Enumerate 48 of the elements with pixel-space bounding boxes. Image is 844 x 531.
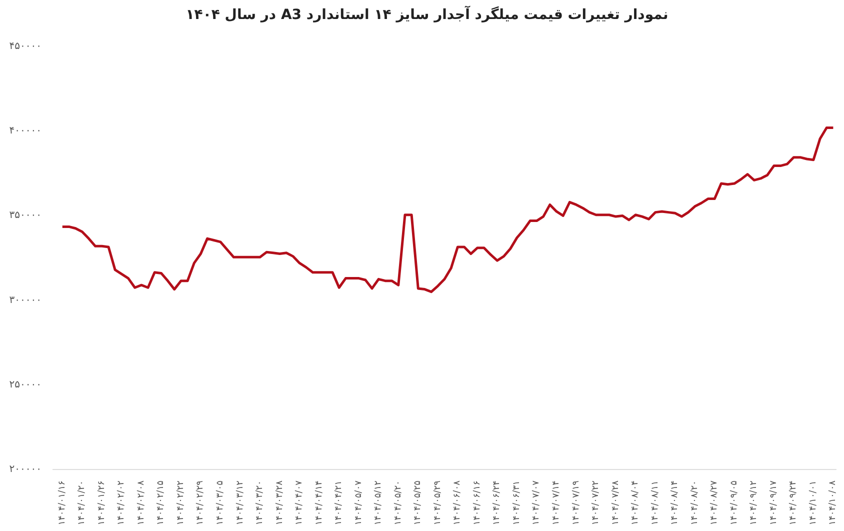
x-tick-label: ۱۴۰۴/۰۵/۲۰ bbox=[393, 480, 404, 526]
x-tick-label: ۱۴۰۴/۰۳/۱۲ bbox=[235, 480, 246, 526]
x-tick-label: ۱۴۰۴/۰۸/۱۴ bbox=[670, 480, 680, 526]
x-tick-label: ۱۴۰۴/۰۸/۰۴ bbox=[630, 480, 641, 526]
x-tick-label: ۱۴۰۴/۰۸/۲۷ bbox=[710, 480, 720, 526]
y-tick-label: ۴۰۰۰۰۰ bbox=[9, 126, 42, 137]
x-tick-label: ۱۴۰۴/۰۲/۲۲ bbox=[176, 480, 186, 526]
x-tick-label: ۱۴۰۴/۰۹/۱۷ bbox=[768, 480, 779, 526]
y-tick-label: ۴۵۰۰۰۰ bbox=[9, 41, 42, 52]
x-tick-label: ۱۴۰۴/۰۸/۱۱ bbox=[650, 480, 660, 526]
x-tick-label: ۱۴۰۴/۰۷/۲۸ bbox=[610, 480, 621, 526]
x-tick-label: ۱۴۰۴/۰۹/۰۵ bbox=[729, 480, 740, 526]
x-tick-label: ۱۴۰۴/۰۹/۱۲ bbox=[749, 480, 760, 526]
y-tick-label: ۳۵۰۰۰۰ bbox=[9, 210, 42, 222]
x-tick-label: ۱۴۰۴/۰۵/۰۷ bbox=[354, 480, 364, 526]
x-tick-label: ۱۴۰۴/۰۱/۱۶ bbox=[57, 480, 68, 526]
x-tick-label: ۱۴۰۴/۰۳/۰۵ bbox=[216, 480, 226, 526]
y-tick-label: ۲۵۰۰۰۰ bbox=[9, 379, 42, 390]
x-tick-label: ۱۴۰۴/۰۶/۱۶ bbox=[472, 480, 482, 526]
x-tick-label: ۱۴۰۴/۰۵/۲۹ bbox=[432, 480, 443, 526]
x-tick-label: ۱۴۰۴/۰۲/۱۵ bbox=[156, 480, 166, 526]
chart-title: نمودار تغییرات قیمت میلگرد آجدار سایز ۱۴ استاندارد A3 در سال ۱۴۰۴ bbox=[186, 5, 668, 25]
x-tick-label: ۱۴۰۴/۰۲/۰۸ bbox=[136, 480, 146, 526]
x-tick-label: ۱۴۰۴/۰۵/۲۵ bbox=[413, 480, 424, 526]
x-tick-label: ۱۴۰۴/۰۷/۱۴ bbox=[552, 480, 562, 526]
x-tick-label: ۱۴۰۴/۰۲/۲۹ bbox=[196, 480, 206, 526]
x-tick-label: ۱۴۰۴/۰۶/۲۴ bbox=[492, 480, 502, 526]
x-tick-label: ۱۴۰۴/۰۹/۲۴ bbox=[788, 480, 799, 526]
x-tick-label: ۱۴۰۴/۰۳/۲۰ bbox=[255, 480, 266, 526]
x-tick-label: ۱۴۰۴/۰۷/۰۷ bbox=[532, 480, 542, 526]
x-tick-label: ۱۴۰۴/۰۶/۰۸ bbox=[452, 480, 463, 526]
x-tick-label: ۱۴۰۴/۰۲/۰۲ bbox=[116, 480, 127, 526]
x-tick-label: ۱۴۰۴/۰۱/۲۰ bbox=[77, 480, 88, 526]
x-tick-label: ۱۴۰۴/۰۵/۱۲ bbox=[374, 480, 384, 526]
y-tick-label: ۲۰۰۰۰۰ bbox=[9, 464, 42, 475]
x-tick-label: ۱۴۰۴/۰۶/۳۱ bbox=[512, 480, 522, 526]
x-tick-label: ۱۴۰۴/۰۷/۱۹ bbox=[571, 480, 582, 526]
x-tick-label: ۱۴۰۴/۰۳/۲۸ bbox=[274, 480, 285, 526]
x-tick-label: ۱۴۰۴/۰۴/۰۷ bbox=[294, 480, 305, 526]
x-tick-label: ۱۴۰۴/۰۷/۲۲ bbox=[591, 480, 602, 526]
y-tick-label: ۳۰۰۰۰۰ bbox=[9, 294, 42, 306]
x-tick-label: ۱۴۰۴/۰۴/۱۴ bbox=[314, 480, 324, 526]
x-tick-label: ۱۴۰۴/۱۰/۰۱ bbox=[808, 480, 818, 526]
x-tick-label: ۱۴۰۴/۱۰/۰۸ bbox=[828, 480, 838, 526]
x-tick-label: ۱۴۰۴/۰۱/۲۶ bbox=[96, 480, 107, 526]
x-tick-label: ۱۴۰۴/۰۸/۲۰ bbox=[690, 480, 700, 526]
x-tick-label: ۱۴۰۴/۰۴/۲۱ bbox=[334, 480, 344, 526]
line-series bbox=[61, 126, 834, 294]
